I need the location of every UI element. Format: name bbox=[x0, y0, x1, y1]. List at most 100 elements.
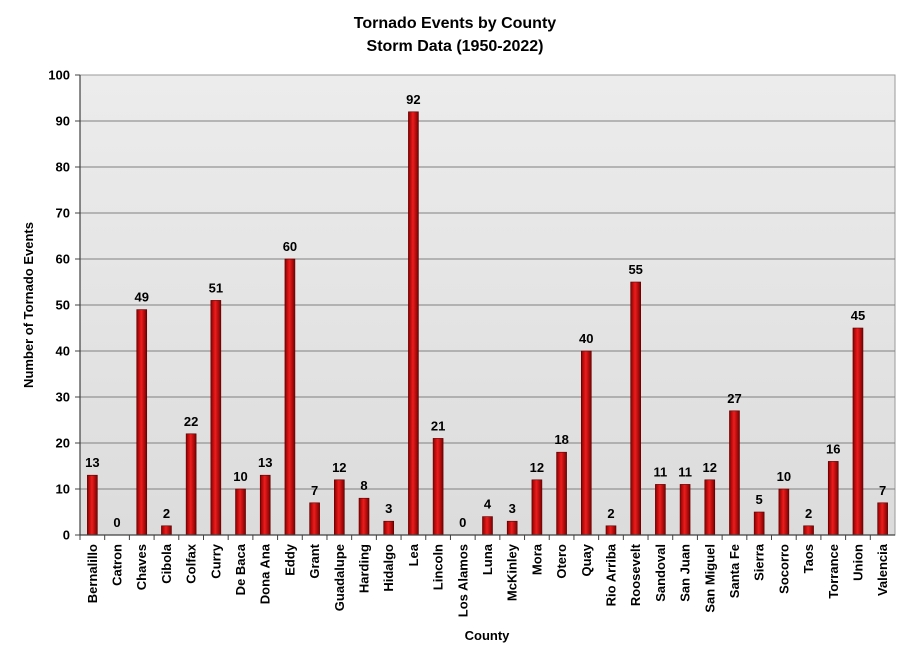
bar bbox=[803, 525, 814, 536]
bars bbox=[87, 111, 888, 536]
y-tick-label: 0 bbox=[63, 528, 70, 543]
x-tick-label: Otero bbox=[554, 544, 569, 579]
data-label: 45 bbox=[851, 308, 865, 323]
data-label: 2 bbox=[805, 506, 812, 521]
data-label: 21 bbox=[431, 418, 445, 433]
x-tick-label: San Miguel bbox=[702, 544, 717, 613]
y-tick-label: 100 bbox=[48, 68, 70, 83]
bar bbox=[679, 484, 691, 536]
data-label: 3 bbox=[385, 501, 392, 516]
bar bbox=[630, 281, 641, 536]
y-tick-label: 90 bbox=[56, 114, 70, 129]
bar bbox=[259, 474, 271, 536]
bar bbox=[605, 525, 617, 536]
bar bbox=[827, 461, 839, 536]
y-tick-label: 70 bbox=[56, 206, 70, 221]
bar bbox=[358, 497, 370, 536]
data-label: 11 bbox=[654, 464, 668, 479]
y-tick-label: 50 bbox=[56, 298, 70, 313]
x-tick-label: Grant bbox=[307, 543, 322, 578]
data-label: 60 bbox=[283, 239, 297, 254]
data-label: 10 bbox=[777, 469, 791, 484]
data-label: 2 bbox=[607, 506, 614, 521]
data-label: 51 bbox=[209, 280, 223, 295]
bar bbox=[852, 327, 864, 536]
x-tick-label: Hidalgo bbox=[381, 544, 396, 592]
x-tick-label: San Juan bbox=[678, 544, 693, 602]
bar bbox=[729, 410, 740, 536]
x-tick-label: Chaves bbox=[134, 544, 149, 590]
y-tick-label: 10 bbox=[56, 482, 70, 497]
data-label: 8 bbox=[360, 478, 367, 493]
y-tick-label: 20 bbox=[56, 436, 70, 451]
x-tick-label: Bernalillo bbox=[85, 544, 100, 603]
x-tick-label: Colfax bbox=[184, 543, 199, 584]
data-label: 16 bbox=[826, 441, 840, 456]
bar bbox=[655, 484, 666, 536]
x-tick-label: De Baca bbox=[233, 543, 248, 595]
y-tick-label: 60 bbox=[56, 252, 70, 267]
data-label: 3 bbox=[509, 501, 516, 516]
data-label: 22 bbox=[184, 414, 198, 429]
data-label: 7 bbox=[311, 483, 318, 498]
x-tick-label: Eddy bbox=[282, 543, 297, 576]
bar bbox=[482, 516, 493, 536]
data-label: 0 bbox=[459, 515, 466, 530]
data-label: 13 bbox=[258, 455, 272, 470]
data-label: 12 bbox=[703, 460, 717, 475]
x-tick-label: Mora bbox=[529, 543, 544, 575]
bar bbox=[556, 451, 567, 536]
data-label: 18 bbox=[554, 432, 568, 447]
bar bbox=[506, 520, 518, 536]
bar bbox=[334, 479, 345, 536]
x-tick-label: Rio Arriba bbox=[603, 543, 618, 606]
y-tick-label: 40 bbox=[56, 344, 70, 359]
bar bbox=[704, 479, 716, 536]
data-label: 5 bbox=[756, 492, 763, 507]
x-tick-label: Santa Fe bbox=[727, 544, 742, 598]
x-tick-label: Roosevelt bbox=[628, 543, 643, 606]
bar bbox=[432, 438, 444, 536]
x-tick-label: Guadalupe bbox=[332, 544, 347, 611]
bar bbox=[161, 525, 172, 536]
bar bbox=[185, 433, 197, 536]
bar bbox=[877, 502, 888, 536]
data-label: 10 bbox=[233, 469, 247, 484]
chart-title: Tornado Events by County bbox=[354, 15, 556, 32]
x-tick-label: Cibola bbox=[159, 543, 174, 583]
bar bbox=[408, 111, 419, 536]
x-tick-label: Dona Ana bbox=[258, 543, 273, 604]
data-label: 11 bbox=[678, 464, 692, 479]
data-label: 13 bbox=[85, 455, 99, 470]
x-axis-ticks: Bernalillo Catron Chaves Cibola Colfax Curry D… bbox=[79, 535, 890, 617]
x-tick-label: Socorro bbox=[776, 544, 791, 594]
x-axis-title: County bbox=[465, 628, 511, 643]
x-tick-label: Union bbox=[850, 544, 865, 581]
x-tick-label: Luna bbox=[480, 543, 495, 575]
x-tick-label: Taos bbox=[801, 544, 816, 573]
x-tick-label: Lea bbox=[406, 543, 421, 566]
x-tick-label: Harding bbox=[357, 544, 372, 593]
x-tick-label: Torrance bbox=[826, 544, 841, 599]
x-tick-label: Los Alamos bbox=[455, 544, 470, 617]
data-label: 40 bbox=[579, 331, 593, 346]
data-label: 0 bbox=[113, 515, 120, 530]
x-tick-label: Quay bbox=[579, 543, 594, 576]
data-label: 27 bbox=[727, 391, 741, 406]
bar bbox=[87, 474, 98, 536]
x-tick-label: Catron bbox=[110, 544, 125, 586]
x-tick-label: Curry bbox=[208, 543, 223, 578]
data-label: 12 bbox=[332, 460, 346, 475]
data-label: 2 bbox=[163, 506, 170, 521]
y-tick-label: 30 bbox=[56, 390, 70, 405]
data-label: 4 bbox=[484, 497, 492, 512]
x-tick-label: Sandoval bbox=[653, 544, 668, 602]
data-label: 49 bbox=[135, 290, 149, 305]
bar bbox=[309, 502, 320, 536]
bar bbox=[284, 258, 296, 536]
x-tick-label: Sierra bbox=[752, 543, 767, 581]
data-label: 55 bbox=[628, 262, 642, 277]
bar bbox=[778, 488, 790, 536]
